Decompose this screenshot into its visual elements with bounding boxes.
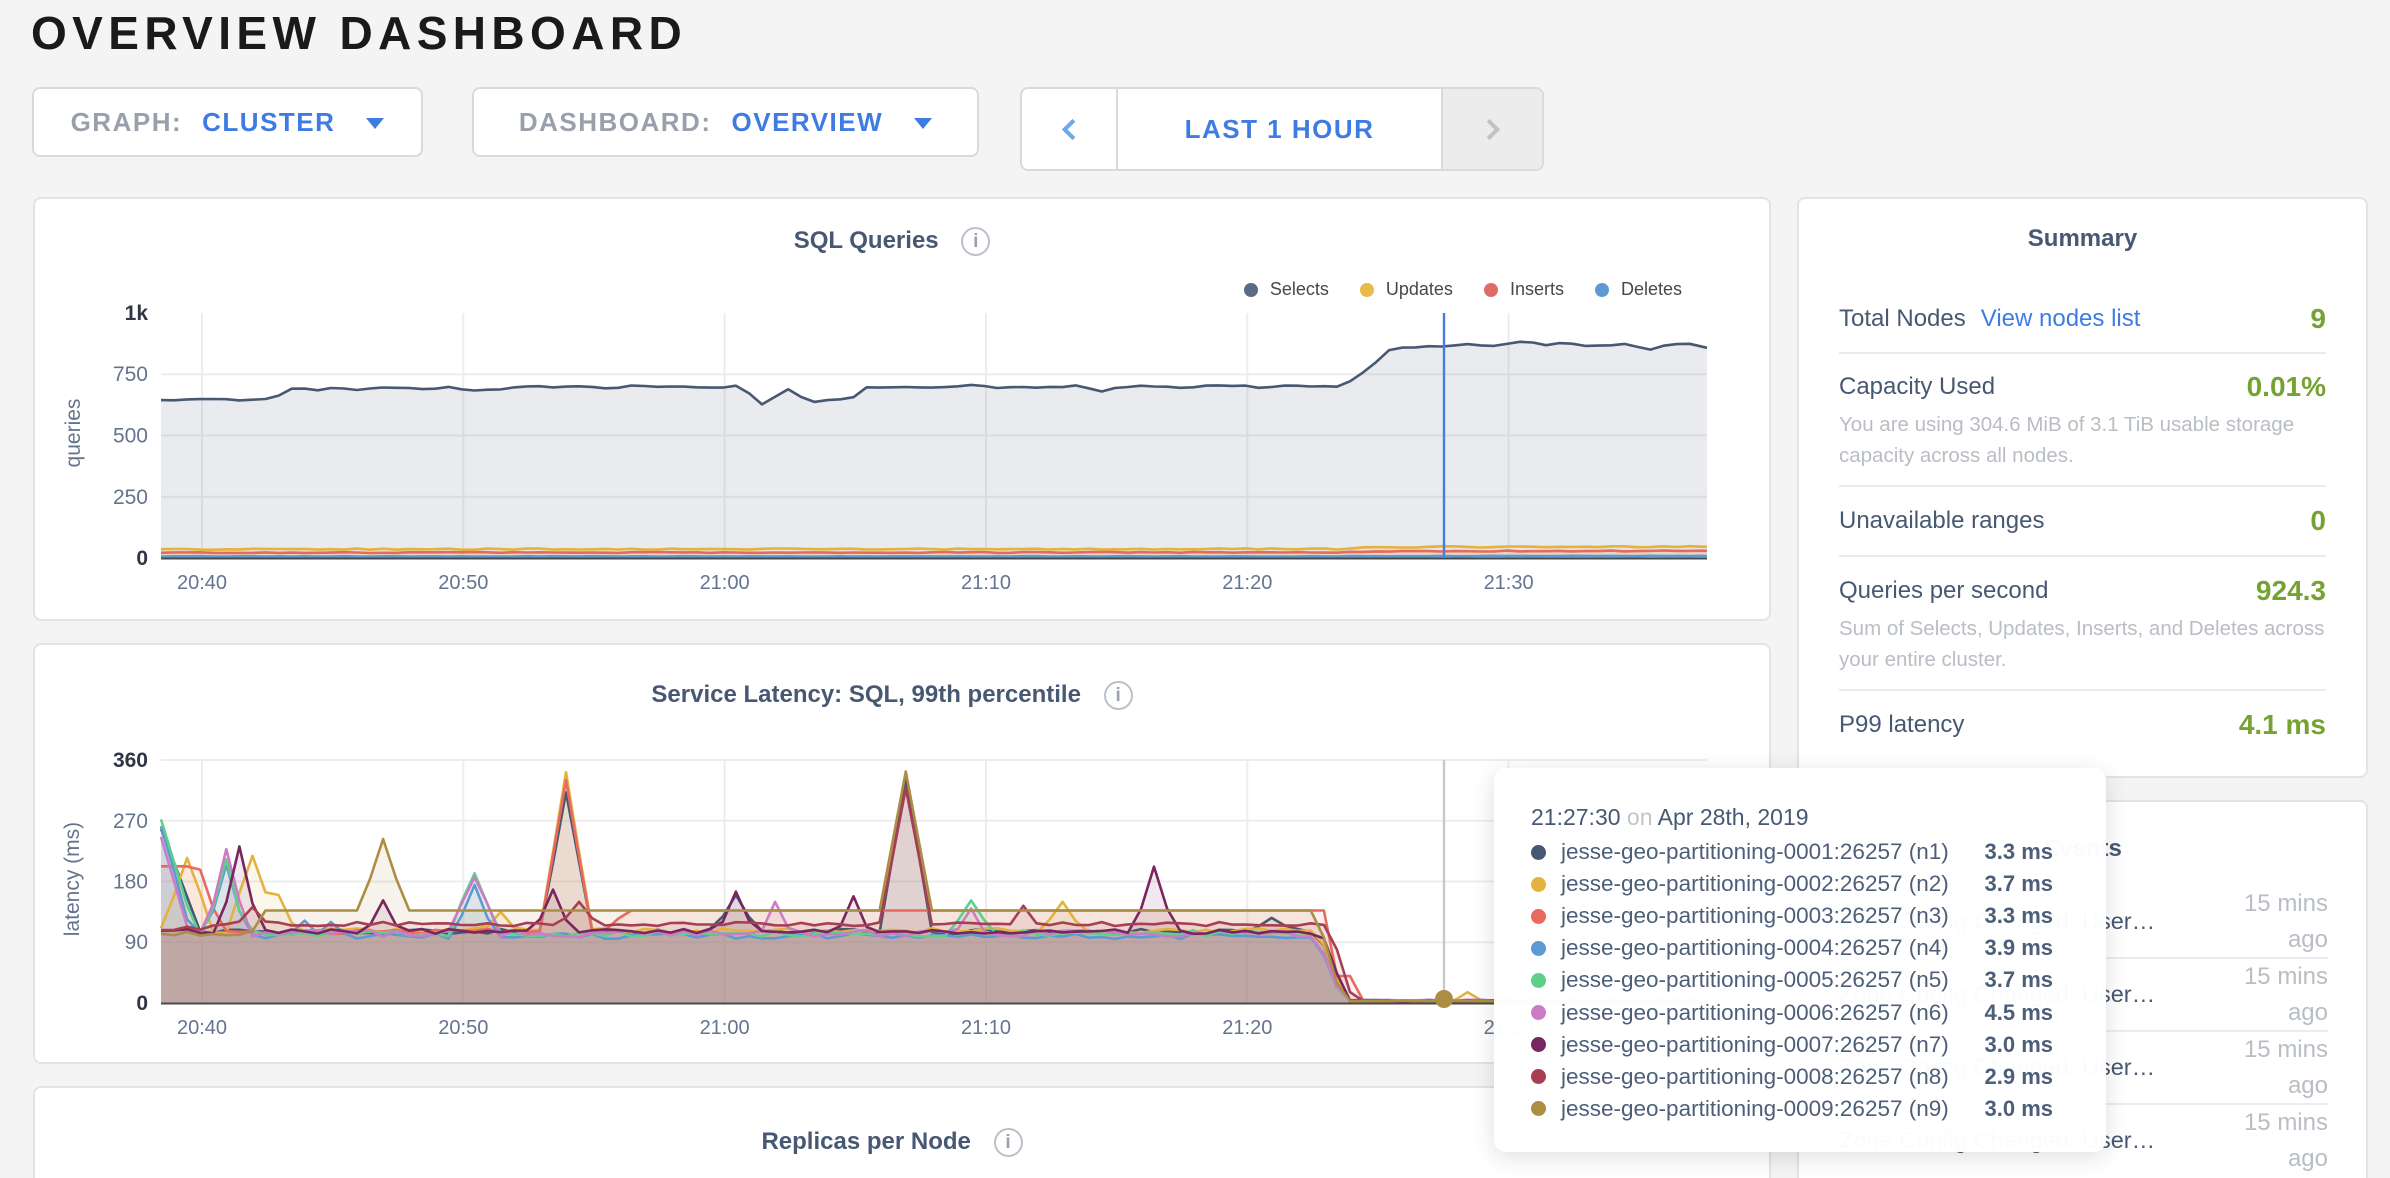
svg-text:180: 180 [113,871,148,894]
svg-text:1k: 1k [125,302,149,325]
svg-text:20:50: 20:50 [438,572,488,594]
svg-text:250: 250 [113,486,148,509]
svg-text:21:10: 21:10 [961,1017,1011,1039]
svg-text:21:20: 21:20 [1222,1017,1272,1039]
svg-text:90: 90 [125,931,148,954]
svg-text:500: 500 [113,425,148,448]
svg-text:360: 360 [113,749,148,772]
svg-text:21:30: 21:30 [1484,572,1534,594]
svg-text:270: 270 [113,810,148,833]
svg-text:0: 0 [136,992,148,1015]
svg-text:0: 0 [136,547,148,570]
svg-text:20:40: 20:40 [177,572,227,594]
svg-text:750: 750 [113,363,148,386]
svg-text:21:10: 21:10 [961,572,1011,594]
svg-text:20:50: 20:50 [438,1017,488,1039]
svg-text:21:20: 21:20 [1222,572,1272,594]
svg-text:20:40: 20:40 [177,1017,227,1039]
svg-text:21:00: 21:00 [700,1017,750,1039]
svg-text:21:00: 21:00 [700,572,750,594]
